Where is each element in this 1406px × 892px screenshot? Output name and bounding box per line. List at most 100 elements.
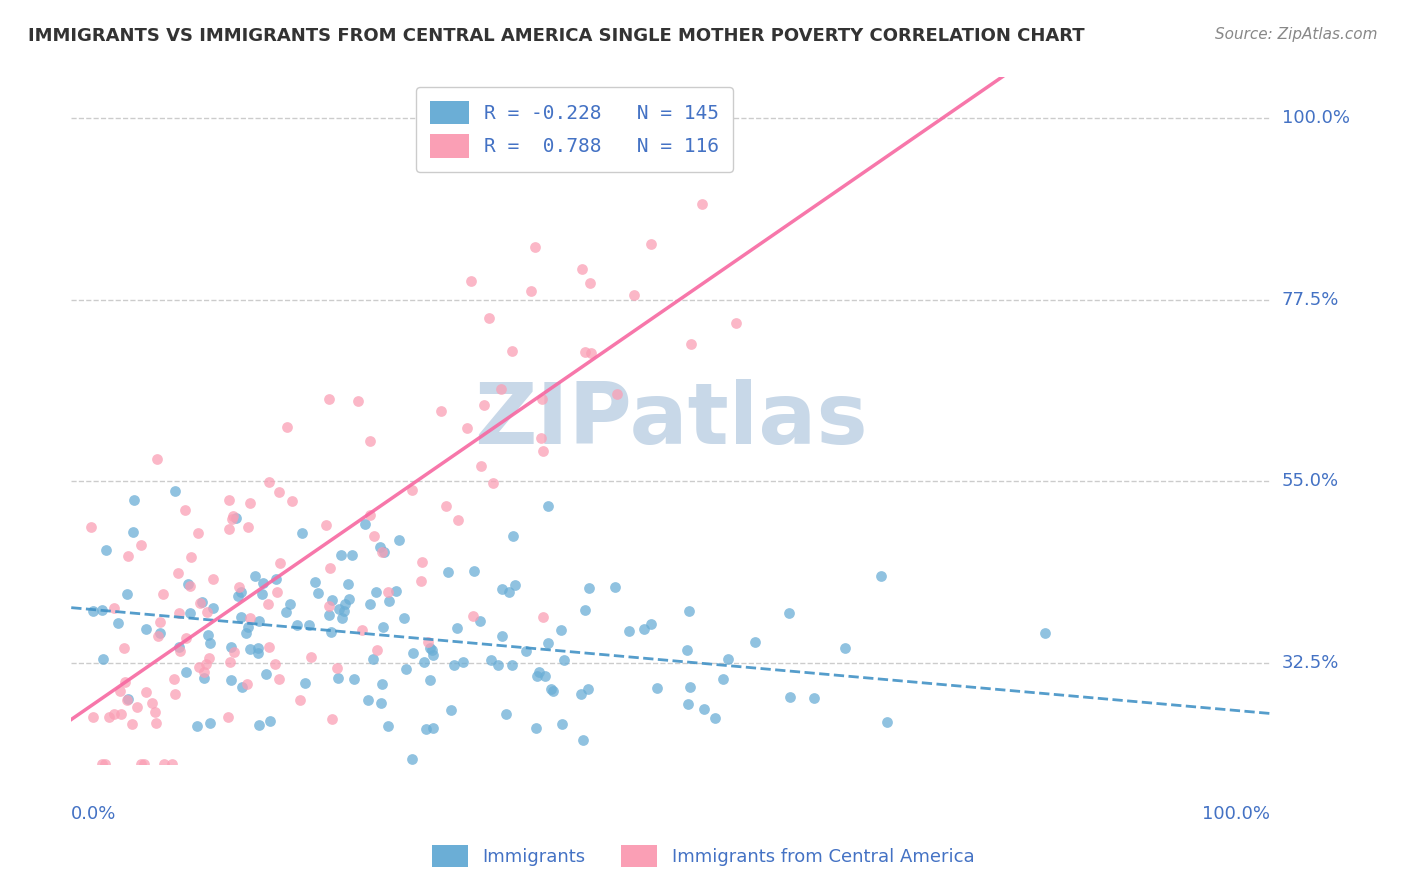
Point xyxy=(115,587,138,601)
Point xyxy=(366,584,388,599)
Point xyxy=(121,525,143,540)
Point xyxy=(299,650,322,665)
Point xyxy=(176,577,198,591)
Point xyxy=(269,672,291,686)
Point xyxy=(411,555,433,569)
Point xyxy=(419,673,441,687)
Point xyxy=(603,580,626,594)
Point xyxy=(141,697,163,711)
Point xyxy=(146,452,169,467)
Point xyxy=(129,538,152,552)
Point xyxy=(239,642,262,657)
Point xyxy=(187,526,209,541)
Point xyxy=(257,475,280,489)
Point xyxy=(257,640,280,654)
Point xyxy=(541,684,564,698)
Point xyxy=(870,569,893,583)
Point xyxy=(103,707,125,722)
Point xyxy=(633,623,655,637)
Point xyxy=(641,141,664,155)
Point xyxy=(90,757,112,772)
Point xyxy=(247,614,270,628)
Text: 0.0%: 0.0% xyxy=(72,805,117,823)
Point xyxy=(221,512,243,526)
Point xyxy=(264,572,287,586)
Point xyxy=(152,587,174,601)
Point xyxy=(98,710,121,724)
Point xyxy=(498,585,520,599)
Point xyxy=(515,644,537,658)
Point xyxy=(145,716,167,731)
Text: 32.5%: 32.5% xyxy=(1282,654,1340,673)
Point xyxy=(160,757,183,772)
Point xyxy=(725,316,748,330)
Text: Source: ZipAtlas.com: Source: ZipAtlas.com xyxy=(1215,27,1378,42)
Point xyxy=(366,643,388,657)
Point xyxy=(134,757,156,772)
Point xyxy=(243,568,266,582)
Point xyxy=(200,716,222,731)
Point xyxy=(370,696,392,710)
Text: 100.0%: 100.0% xyxy=(1282,109,1350,127)
Point xyxy=(235,625,257,640)
Point xyxy=(363,652,385,666)
Point xyxy=(420,642,443,657)
Point xyxy=(94,757,117,772)
Point xyxy=(186,719,208,733)
Point xyxy=(201,601,224,615)
Point xyxy=(222,508,245,523)
Point xyxy=(422,721,444,735)
Point xyxy=(690,196,713,211)
Point xyxy=(274,605,297,619)
Point xyxy=(569,687,592,701)
Point xyxy=(579,346,602,360)
Point xyxy=(218,655,240,669)
Point xyxy=(117,549,139,563)
Point xyxy=(578,581,600,595)
Point xyxy=(537,636,560,650)
Point xyxy=(640,237,662,252)
Point xyxy=(218,493,240,508)
Point xyxy=(443,658,465,673)
Point xyxy=(482,475,505,490)
Point xyxy=(744,635,766,649)
Point xyxy=(280,493,302,508)
Point xyxy=(392,611,415,625)
Text: 77.5%: 77.5% xyxy=(1282,291,1340,309)
Point xyxy=(176,665,198,679)
Point xyxy=(219,673,242,687)
Point xyxy=(501,343,523,358)
Point xyxy=(174,503,197,517)
Point xyxy=(472,399,495,413)
Point xyxy=(537,500,560,514)
Point xyxy=(359,434,381,448)
Point xyxy=(254,666,277,681)
Text: 100.0%: 100.0% xyxy=(1202,805,1270,823)
Point xyxy=(315,517,337,532)
Point xyxy=(526,668,548,682)
Point xyxy=(117,692,139,706)
Point xyxy=(779,690,801,704)
Point xyxy=(103,601,125,615)
Point xyxy=(193,665,215,679)
Point xyxy=(359,508,381,523)
Point xyxy=(285,617,308,632)
Point xyxy=(346,394,368,409)
Point xyxy=(257,597,280,611)
Point xyxy=(125,699,148,714)
Point xyxy=(502,529,524,543)
Point xyxy=(165,484,187,499)
Point xyxy=(115,693,138,707)
Point xyxy=(188,660,211,674)
Legend: Immigrants, Immigrants from Central America: Immigrants, Immigrants from Central Amer… xyxy=(425,838,981,874)
Point xyxy=(359,597,381,611)
Point xyxy=(340,548,363,562)
Point xyxy=(193,671,215,685)
Point xyxy=(112,641,135,656)
Point xyxy=(135,622,157,636)
Point xyxy=(110,706,132,721)
Point xyxy=(491,629,513,643)
Point xyxy=(550,624,572,638)
Point xyxy=(449,770,471,784)
Point xyxy=(163,687,186,701)
